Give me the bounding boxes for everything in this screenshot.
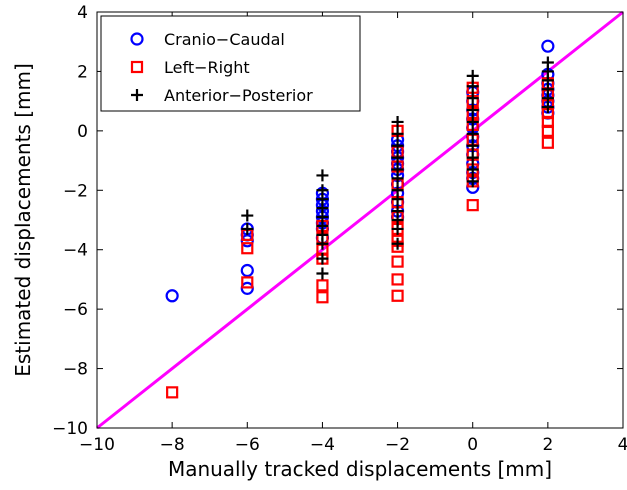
point-plus bbox=[391, 127, 404, 140]
point-plus bbox=[466, 139, 479, 152]
point-plus bbox=[466, 127, 479, 140]
y-tick-label: 2 bbox=[77, 62, 88, 82]
axes-frame bbox=[96, 11, 624, 429]
point-plus bbox=[391, 222, 404, 235]
legend-label-anterior-posterior: Anterior−Posterior bbox=[164, 86, 313, 105]
legend-entry-left-right: Left−Right bbox=[130, 58, 250, 77]
x-tick-label: −2 bbox=[385, 435, 410, 455]
point-square bbox=[391, 289, 404, 302]
legend-label-cranio-caudal: Cranio−Caudal bbox=[164, 30, 285, 49]
x-tick-label: −6 bbox=[235, 435, 260, 455]
legend-marker bbox=[130, 32, 144, 46]
point-plus bbox=[466, 163, 479, 176]
point-plus bbox=[316, 237, 329, 250]
x-tick-label: 0 bbox=[467, 435, 478, 455]
point-plus bbox=[316, 252, 329, 265]
x-axis-label: Manually tracked displacements [mm] bbox=[168, 457, 552, 481]
identity-line bbox=[96, 10, 624, 430]
x-tick-label: 2 bbox=[542, 435, 553, 455]
point-plus bbox=[466, 115, 479, 128]
point-square bbox=[391, 255, 404, 268]
y-tick-label: −4 bbox=[63, 241, 88, 261]
legend-entry-anterior-posterior: Anterior−Posterior bbox=[131, 86, 313, 105]
point-plus bbox=[391, 237, 404, 250]
y-tick-label: 4 bbox=[77, 3, 88, 23]
legend-entry-cranio-caudal: Cranio−Caudal bbox=[130, 30, 285, 49]
point-circle bbox=[541, 39, 555, 53]
point-plus bbox=[466, 80, 479, 93]
point-circle bbox=[165, 289, 179, 303]
legend-marker-plus bbox=[131, 89, 143, 101]
plot-area bbox=[96, 10, 624, 430]
point-plus bbox=[466, 69, 479, 82]
legend-label-left-right: Left−Right bbox=[164, 58, 250, 77]
point-square bbox=[541, 136, 554, 149]
point-plus bbox=[241, 222, 254, 235]
x-tick-label: −8 bbox=[160, 435, 185, 455]
point-plus bbox=[541, 101, 554, 114]
y-tick-label: −8 bbox=[63, 360, 88, 380]
point-circle bbox=[240, 263, 254, 278]
point-square bbox=[316, 291, 329, 304]
y-tick-label: −6 bbox=[63, 300, 88, 320]
point-square bbox=[391, 273, 404, 286]
point-plus bbox=[391, 193, 404, 206]
point-square bbox=[166, 386, 179, 399]
y-tick-label: 0 bbox=[77, 122, 88, 142]
legend-marker-circle bbox=[130, 32, 144, 46]
point-square bbox=[541, 124, 554, 137]
point-plus bbox=[391, 115, 404, 128]
data-points bbox=[165, 39, 555, 399]
point-plus bbox=[316, 169, 329, 182]
x-tick-label: 4 bbox=[618, 435, 627, 455]
axis-ticks: −10 −8 −6 −4 −2 0 2 4 −10 −8 −6 −4 −2 0 2 4 bbox=[52, 3, 627, 455]
point-plus bbox=[391, 139, 404, 152]
point-plus bbox=[466, 151, 479, 164]
point-plus bbox=[466, 92, 479, 105]
point-square bbox=[316, 279, 329, 292]
point-plus bbox=[316, 267, 329, 280]
point-square bbox=[241, 242, 254, 255]
y-tick-label: −10 bbox=[52, 419, 88, 439]
x-tick-label: −10 bbox=[79, 435, 115, 455]
point-square bbox=[241, 276, 254, 289]
point-plus bbox=[466, 104, 479, 117]
y-tick-label: −2 bbox=[63, 181, 88, 201]
point-plus bbox=[241, 209, 254, 222]
y-axis-label: Estimated displacements [mm] bbox=[11, 63, 35, 377]
point-plus bbox=[391, 151, 404, 164]
legend-marker-square bbox=[130, 60, 144, 74]
point-plus bbox=[466, 175, 479, 188]
legend-marker bbox=[130, 60, 144, 74]
legend-box bbox=[100, 15, 361, 112]
legend: Cranio−Caudal Left−Right Anterior−Poster… bbox=[100, 15, 361, 112]
point-plus bbox=[391, 172, 404, 185]
x-tick-label: −4 bbox=[310, 435, 335, 455]
legend-marker bbox=[131, 89, 143, 101]
point-square bbox=[466, 199, 479, 212]
